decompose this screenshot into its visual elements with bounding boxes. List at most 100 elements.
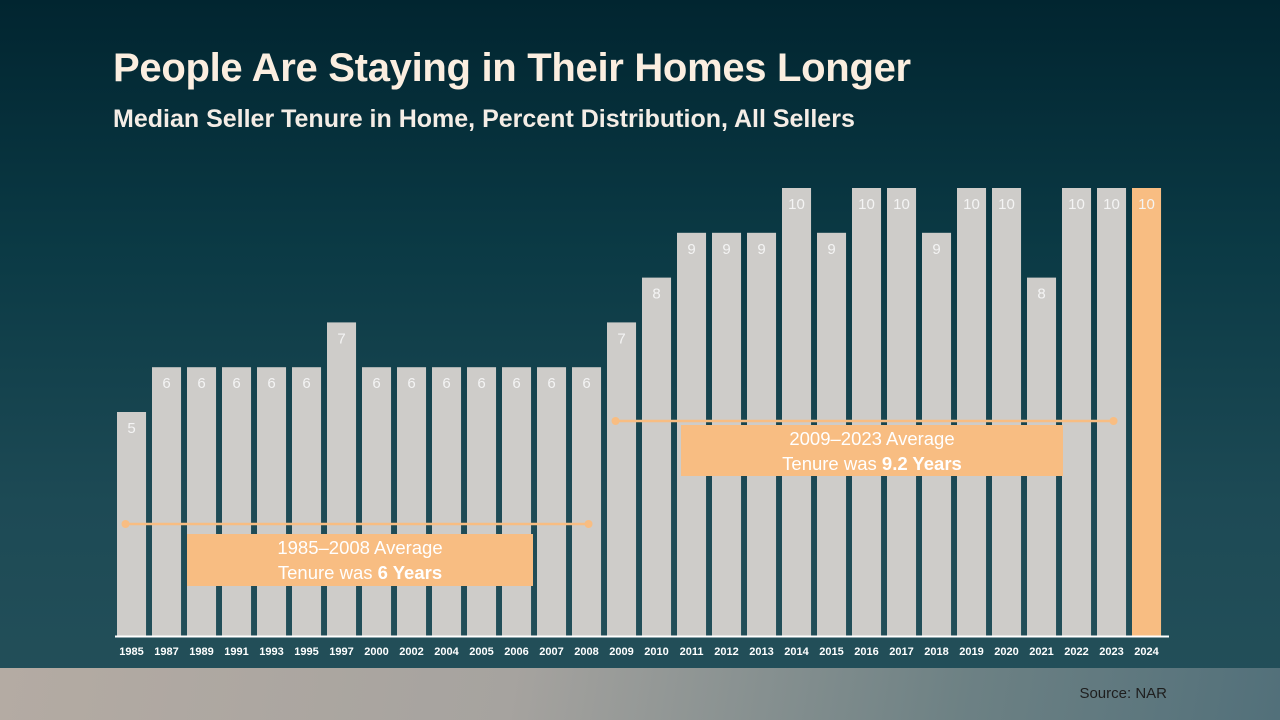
data-label-2021: 8 <box>1037 286 1045 303</box>
bar-2006 <box>502 367 532 636</box>
data-label-2004: 6 <box>442 375 450 392</box>
data-label-1989: 6 <box>197 375 205 392</box>
tick-label-2012: 2012 <box>714 646 738 658</box>
average-line-endpoint <box>584 520 593 528</box>
data-label-1987: 6 <box>162 375 170 392</box>
tick-label-2004: 2004 <box>434 646 459 658</box>
data-label-1995: 6 <box>302 375 310 392</box>
tick-label-1991: 1991 <box>224 646 248 658</box>
tick-label-2009: 2009 <box>609 646 633 658</box>
bar-2024 <box>1132 188 1162 636</box>
bar-2019 <box>957 188 987 636</box>
bar-2005 <box>467 367 497 636</box>
annotation-prefix: Tenure was <box>277 562 378 583</box>
bar-2016 <box>852 188 882 636</box>
chart-subtitle: Median Seller Tenure in Home, Percent Di… <box>113 105 855 133</box>
average-line-endpoint <box>1109 417 1118 425</box>
tick-label-2008: 2008 <box>574 646 598 658</box>
x-axis-ticks: 1985 1987 1989 1991 1993 1995 1997 2000 2002 2004… <box>119 646 1159 658</box>
tick-label-2021: 2021 <box>1029 646 1053 658</box>
tick-label-2014: 2014 <box>784 646 809 658</box>
annotation-line-1: 2009–2023 Average <box>789 427 955 449</box>
tick-label-2011: 2011 <box>680 646 704 658</box>
data-label-2016: 10 <box>858 196 875 213</box>
annotation-value: 9.2 Years <box>881 452 962 474</box>
annotation-line-2: Tenure was 6 Years <box>187 560 533 585</box>
bar-2022 <box>1062 188 1092 636</box>
tick-label-2007: 2007 <box>539 646 563 658</box>
data-label-2020: 10 <box>998 196 1015 213</box>
bar-2020 <box>992 188 1022 636</box>
chart-title: People Are Staying in Their Homes Longer <box>113 46 911 90</box>
data-label-2006: 6 <box>512 375 520 392</box>
data-label-2024: 10 <box>1138 196 1155 213</box>
annotation-1985-2008-average: 1985–2008 Average Tenure was 6 Years <box>187 534 533 586</box>
data-label-1993: 6 <box>267 375 275 392</box>
tick-label-2022: 2022 <box>1064 646 1088 658</box>
tick-label-2020: 2020 <box>994 646 1018 658</box>
bar-2014 <box>782 188 812 636</box>
footer-bar <box>0 668 1280 720</box>
annotation-value: 6 Years <box>377 562 443 583</box>
tick-label-2023: 2023 <box>1099 646 1123 658</box>
tick-label-1993: 1993 <box>259 646 283 658</box>
data-label-2015: 9 <box>827 241 835 258</box>
bar-2002 <box>397 367 427 636</box>
tick-label-2024: 2024 <box>1134 646 1159 658</box>
bar-2008 <box>572 367 602 636</box>
tick-label-1995: 1995 <box>294 646 318 658</box>
data-label-2010: 8 <box>652 286 660 303</box>
tick-label-2005: 2005 <box>469 646 493 658</box>
tick-label-1985: 1985 <box>119 646 143 658</box>
tick-label-2006: 2006 <box>504 646 528 658</box>
tick-label-2015: 2015 <box>819 646 843 658</box>
data-label-2023: 10 <box>1103 196 1120 213</box>
data-label-2012: 9 <box>722 241 730 258</box>
average-line-endpoint <box>121 520 130 528</box>
data-label-2022: 10 <box>1068 196 1085 213</box>
tick-label-2016: 2016 <box>854 646 878 658</box>
data-label-2011: 9 <box>687 241 695 258</box>
data-label-2008: 6 <box>582 375 590 392</box>
bar-1995 <box>292 367 322 636</box>
bar-2000 <box>362 367 392 636</box>
tick-label-1987: 1987 <box>154 646 178 658</box>
annotation-prefix: Tenure was <box>782 452 882 474</box>
data-label-2000: 6 <box>372 375 380 392</box>
data-label-2002: 6 <box>407 375 415 392</box>
data-label-2017: 10 <box>893 196 910 213</box>
bar-1991 <box>222 367 252 636</box>
tick-label-2000: 2000 <box>364 646 388 658</box>
data-label-2007: 6 <box>547 375 555 392</box>
bar-2023 <box>1097 188 1127 636</box>
bar-1989 <box>187 367 217 636</box>
bar-2004 <box>432 367 462 636</box>
annotation-line-1: 1985–2008 Average <box>277 537 443 558</box>
tick-label-2019: 2019 <box>959 646 983 658</box>
tick-label-1989: 1989 <box>189 646 213 658</box>
data-label-2018: 9 <box>932 241 940 258</box>
tick-label-2010: 2010 <box>644 646 668 658</box>
bar-1997 <box>327 322 357 636</box>
bar-2007 <box>537 367 567 636</box>
tick-label-1997: 1997 <box>329 646 353 658</box>
annotation-line-2: Tenure was 9.2 Years <box>681 451 1063 476</box>
bar-1987 <box>152 367 182 636</box>
tick-label-2018: 2018 <box>924 646 948 658</box>
bar-1993 <box>257 367 287 636</box>
tick-label-2013: 2013 <box>749 646 773 658</box>
data-label-1985: 5 <box>127 420 135 437</box>
tick-label-2017: 2017 <box>889 646 913 658</box>
average-line-endpoint <box>611 417 620 425</box>
reference-lines <box>121 417 1118 528</box>
bar-2017 <box>887 188 917 636</box>
source-note: Source: NAR <box>1079 685 1167 702</box>
data-label-2014: 10 <box>788 196 805 213</box>
data-label-2019: 10 <box>963 196 980 213</box>
data-label-2013: 9 <box>757 241 765 258</box>
tick-label-2002: 2002 <box>399 646 423 658</box>
bar-2010 <box>642 277 672 636</box>
data-label-1997: 7 <box>337 330 345 347</box>
bar-2009 <box>607 322 637 636</box>
data-label-2005: 6 <box>477 375 485 392</box>
